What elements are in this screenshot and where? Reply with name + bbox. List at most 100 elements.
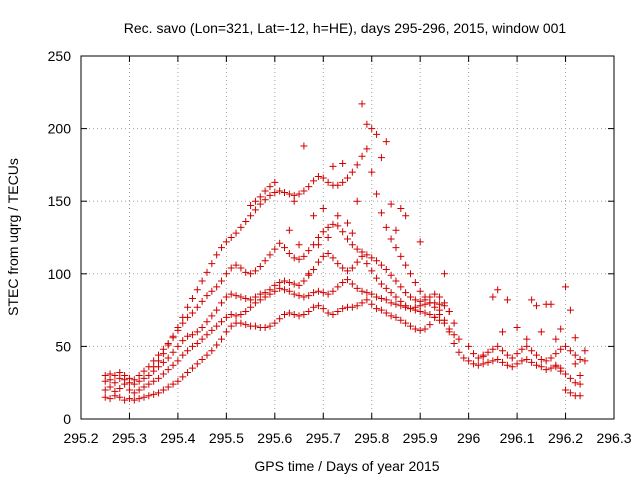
data-point [416,238,424,246]
data-point [562,342,570,350]
data-point [552,361,560,369]
data-point [431,303,439,311]
data-point [251,197,259,205]
data-point [562,370,570,378]
data-point [397,204,405,212]
data-point [125,395,133,403]
data-point [373,257,381,265]
data-point [290,310,298,318]
data-point [121,371,129,379]
data-point [348,241,356,249]
data-point [242,321,250,329]
data-point [159,350,167,358]
data-point [251,206,259,214]
data-point [213,322,221,330]
data-point [339,305,347,313]
data-point [319,252,327,260]
data-point [581,357,589,365]
data-point [557,325,565,333]
data-point [266,251,274,259]
data-point [310,303,318,311]
data-point [305,183,313,191]
x-tick-label: 295.9 [403,430,438,446]
data-point [503,296,511,304]
data-point [188,342,196,350]
data-point [213,283,221,291]
data-point [334,283,342,291]
data-point [184,347,192,355]
data-point [281,277,289,285]
data-point [377,280,385,288]
data-point [145,371,153,379]
data-point [125,374,133,382]
data-point [203,292,211,300]
data-point [518,345,526,353]
data-point [547,300,555,308]
data-point [319,174,327,182]
data-point [150,363,158,371]
data-point [348,168,356,176]
data-point [101,393,109,401]
data-point [532,351,540,359]
data-point [208,287,216,295]
data-point [193,339,201,347]
data-point [106,370,114,378]
data-point [242,268,250,276]
data-point [295,190,303,198]
data-point [440,319,448,327]
data-point [314,287,322,295]
data-point [353,284,361,292]
data-point [295,281,303,289]
data-point [256,290,264,298]
data-point [469,350,477,358]
chart-title: Rec. savo (Lon=321, Lat=-12, h=HE), days… [124,20,567,36]
x-tick-label: 295.4 [160,430,195,446]
data-point [465,342,473,350]
data-point [440,270,448,278]
data-point [557,364,565,372]
data-point [499,347,507,355]
data-point [188,331,196,339]
data-point [557,345,565,353]
y-tick-label: 250 [48,48,72,64]
data-point [576,355,584,363]
data-point [314,173,322,181]
data-point [348,264,356,272]
data-point [416,297,424,305]
data-point [198,355,206,363]
data-point [193,328,201,336]
data-point [193,303,201,311]
data-point [382,138,390,146]
data-point [402,212,410,220]
data-point [251,267,259,275]
data-point [179,337,187,345]
data-point [242,294,250,302]
data-point [140,383,148,391]
data-point [232,292,240,300]
data-point [377,154,385,162]
data-point [271,319,279,327]
x-tick-label: 295.5 [209,430,244,446]
data-point [247,270,255,278]
data-point [479,353,487,361]
data-point [537,363,545,371]
data-point [494,355,502,363]
data-point [411,279,419,287]
data-point [373,293,381,301]
data-point [111,379,119,387]
data-point [387,235,395,243]
data-point [290,197,298,205]
data-point [314,258,322,266]
data-point [334,212,342,220]
data-point [450,319,458,327]
data-point [358,299,366,307]
data-point [450,339,458,347]
data-point [208,260,216,268]
data-point [159,370,167,378]
data-point [377,261,385,269]
data-point [373,274,381,282]
data-point [406,270,414,278]
data-point [324,234,332,241]
data-point [479,360,487,368]
data-point [329,310,337,318]
